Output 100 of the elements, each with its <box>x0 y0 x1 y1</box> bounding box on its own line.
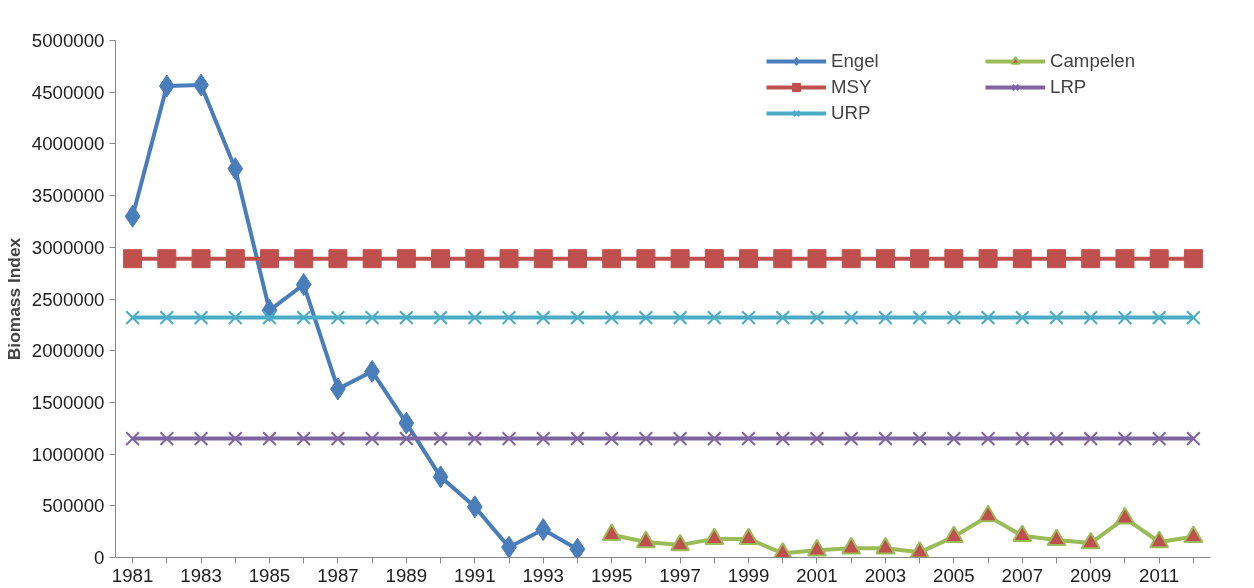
y-tick-label: 2000000 <box>31 340 105 362</box>
point <box>704 249 724 269</box>
point <box>604 310 620 325</box>
point <box>1151 310 1167 325</box>
x-tick-label: 2001 <box>796 564 838 586</box>
point <box>670 533 691 552</box>
point <box>841 249 861 269</box>
point <box>296 310 312 325</box>
point <box>262 431 277 446</box>
point <box>158 74 175 98</box>
point <box>980 431 996 446</box>
point <box>875 249 895 269</box>
x-tick-label: 2005 <box>933 564 975 586</box>
point <box>191 249 211 269</box>
point <box>980 310 996 325</box>
point <box>124 204 141 228</box>
point <box>670 249 690 269</box>
x-tick-label: 2009 <box>1069 564 1112 586</box>
point <box>636 249 656 269</box>
point <box>909 540 930 558</box>
x-tick-label: 2007 <box>1001 564 1044 586</box>
point <box>399 310 414 325</box>
point <box>396 249 416 269</box>
point <box>878 431 893 446</box>
point <box>1049 310 1064 325</box>
point <box>501 310 517 325</box>
point <box>433 431 448 446</box>
point <box>330 310 346 325</box>
point <box>1014 431 1030 446</box>
point <box>433 310 448 325</box>
point <box>841 536 862 555</box>
point <box>1012 524 1033 542</box>
point <box>330 431 346 446</box>
point <box>602 249 622 269</box>
point <box>910 249 930 269</box>
y-tick-label: 500000 <box>42 495 105 517</box>
point <box>1012 249 1032 269</box>
point <box>501 431 517 446</box>
x-tick-label: 1989 <box>385 564 428 586</box>
point <box>123 249 143 269</box>
point <box>601 523 622 541</box>
point <box>125 310 140 325</box>
point <box>259 249 279 269</box>
point <box>638 310 654 325</box>
y-tick-label: 0 <box>94 547 105 568</box>
point <box>295 273 312 297</box>
x-tick-label: 1987 <box>317 564 359 586</box>
point <box>570 310 585 325</box>
point <box>672 310 688 325</box>
y-axis-title: Biomass Index <box>3 237 24 361</box>
point <box>806 538 827 557</box>
point <box>1115 249 1135 269</box>
point <box>978 504 999 523</box>
point <box>604 431 620 446</box>
y-tick-label: 4000000 <box>31 133 105 155</box>
point <box>1080 531 1101 550</box>
x-tick-label: 1991 <box>454 564 496 586</box>
point <box>1049 431 1064 446</box>
x-tick-label: 2011 <box>1139 564 1180 586</box>
y-tick-label: 1500000 <box>31 391 105 413</box>
point <box>638 431 654 446</box>
y-tick-label: 4500000 <box>31 81 105 103</box>
point <box>125 431 140 446</box>
point <box>1183 249 1203 269</box>
x-tick-label: 1995 <box>590 564 633 586</box>
point <box>775 310 791 325</box>
x-tick-label: 1983 <box>180 564 222 586</box>
point <box>364 431 380 446</box>
point <box>1114 506 1135 525</box>
x-tick-label: 1981 <box>111 564 154 586</box>
point <box>227 157 244 181</box>
point <box>738 527 759 546</box>
point <box>1081 249 1101 269</box>
point <box>1014 310 1030 325</box>
point <box>775 431 791 446</box>
point <box>466 495 483 519</box>
point <box>533 249 553 269</box>
point <box>1186 310 1201 325</box>
point <box>807 249 827 269</box>
point <box>1083 310 1099 325</box>
point <box>741 431 756 446</box>
point <box>296 431 312 446</box>
point <box>739 249 759 269</box>
x-tick-label: 1993 <box>522 564 564 586</box>
point <box>535 518 552 542</box>
point <box>159 431 175 446</box>
legend-label: URP <box>831 102 872 124</box>
point <box>567 249 587 269</box>
point <box>225 249 245 269</box>
point <box>467 431 483 446</box>
point <box>1149 530 1170 549</box>
point <box>193 310 209 325</box>
point <box>672 431 688 446</box>
x-tick-label: 2003 <box>864 564 907 586</box>
point <box>294 249 314 269</box>
point <box>569 537 586 558</box>
point <box>535 431 551 446</box>
point <box>912 431 927 446</box>
y-tick-label: 3000000 <box>31 236 105 258</box>
point <box>706 431 722 446</box>
